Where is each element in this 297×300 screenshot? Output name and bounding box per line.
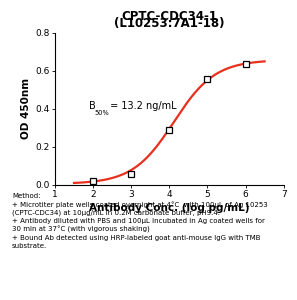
Text: = 13.2 ng/mL: = 13.2 ng/mL: [107, 101, 177, 111]
Text: Method:
+ Microtiter plate wells coated overnight at 4°C  with 100μL of Ag 10253: Method: + Microtiter plate wells coated …: [12, 194, 268, 249]
Y-axis label: OD 450nm: OD 450nm: [21, 78, 31, 139]
X-axis label: Antibody Conc. (log pg/mL): Antibody Conc. (log pg/mL): [89, 203, 249, 213]
Text: CPTC-CDC34-1: CPTC-CDC34-1: [121, 11, 217, 23]
Text: B: B: [89, 101, 96, 111]
Text: (L10253:7A1-18): (L10253:7A1-18): [114, 17, 225, 30]
Text: 50%: 50%: [94, 110, 109, 116]
